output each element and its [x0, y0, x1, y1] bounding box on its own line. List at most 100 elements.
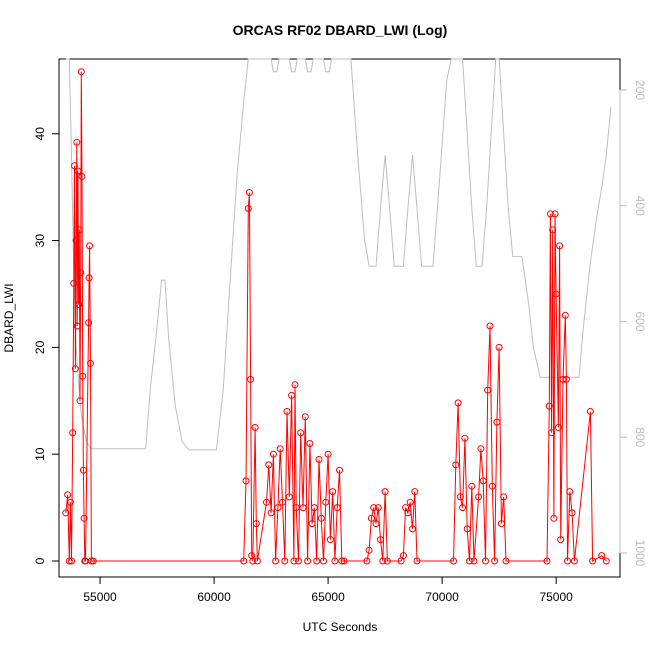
- y-tick-label: 10: [33, 447, 47, 461]
- data-point: [370, 504, 378, 512]
- data-point: [559, 375, 567, 383]
- data-point: [488, 482, 496, 490]
- data-point: [320, 557, 327, 565]
- data-point: [79, 372, 87, 380]
- data-point: [70, 279, 78, 287]
- secondary-series-layer: [65, 58, 612, 451]
- data-point: [76, 397, 84, 405]
- data-point: [279, 498, 286, 506]
- data-point: [66, 498, 74, 506]
- data-point: [299, 504, 307, 512]
- data-point: [322, 498, 330, 506]
- data-point: [87, 359, 94, 367]
- secondary-tick-label: 800: [633, 427, 647, 447]
- data-point: [89, 557, 97, 565]
- data-point: [297, 429, 305, 437]
- x-tick-label: 55000: [83, 590, 117, 604]
- data-point: [64, 491, 72, 499]
- data-point: [68, 557, 75, 565]
- secondary-tick-label: 200: [633, 80, 647, 100]
- data-point: [269, 450, 277, 458]
- primary-series-layer: [62, 68, 610, 565]
- data-point: [85, 274, 93, 282]
- data-point: [379, 557, 387, 565]
- data-point: [570, 557, 578, 565]
- data-point: [413, 557, 421, 565]
- data-point: [333, 504, 341, 512]
- y-axis-label: DBARD_LWI: [2, 283, 16, 352]
- data-point: [459, 504, 467, 512]
- data-point: [315, 456, 323, 463]
- data-point: [247, 375, 255, 383]
- data-point: [365, 546, 373, 554]
- data-point: [450, 557, 457, 565]
- data-point: [495, 343, 503, 351]
- data-point: [475, 493, 483, 501]
- data-point: [295, 557, 302, 565]
- data-point: [543, 557, 551, 565]
- chart-title: ORCAS RF02 DBARD_LWI (Log): [233, 22, 448, 38]
- data-point: [383, 557, 391, 565]
- plot-frame: [58, 58, 621, 578]
- data-point: [249, 557, 257, 565]
- data-point: [75, 226, 83, 234]
- data-point: [331, 557, 339, 565]
- data-point: [242, 477, 250, 485]
- secondary-series-line: [65, 58, 612, 451]
- data-point: [497, 520, 505, 528]
- data-point: [551, 210, 559, 218]
- data-point: [452, 461, 460, 469]
- data-point: [406, 498, 414, 506]
- data-point: [566, 488, 574, 496]
- data-point: [272, 557, 280, 565]
- data-point: [80, 514, 88, 522]
- data-point: [399, 552, 407, 560]
- data-point: [561, 311, 569, 319]
- data-point: [502, 557, 510, 565]
- data-point: [71, 365, 79, 373]
- data-point: [274, 504, 282, 512]
- data-point: [263, 498, 270, 506]
- data-point: [74, 167, 82, 175]
- data-point: [454, 399, 462, 407]
- data-point: [493, 418, 501, 426]
- data-point: [500, 493, 508, 501]
- data-point: [482, 557, 489, 565]
- data-point: [484, 386, 492, 394]
- data-point: [470, 557, 478, 565]
- data-point: [72, 237, 80, 245]
- data-point: [285, 493, 293, 501]
- x-tick-label: 60000: [197, 590, 231, 604]
- data-point: [291, 381, 299, 389]
- data-point: [479, 477, 487, 485]
- data-point: [86, 242, 94, 250]
- data-point: [283, 408, 291, 415]
- data-point: [313, 557, 321, 565]
- data-point: [73, 322, 81, 330]
- data-point: [281, 557, 289, 565]
- data-point: [336, 466, 343, 474]
- y-tick-label: 0: [33, 557, 47, 564]
- y-tick-label: 30: [33, 234, 47, 248]
- data-point: [292, 504, 300, 512]
- data-point: [85, 319, 93, 327]
- data-point: [276, 445, 284, 453]
- data-point: [602, 557, 610, 565]
- data-point: [468, 482, 476, 490]
- data-point: [340, 557, 348, 565]
- data-point: [245, 189, 253, 196]
- secondary-tick-label: 600: [633, 311, 647, 331]
- data-point: [244, 205, 252, 212]
- data-point: [77, 269, 85, 277]
- x-axis-label: UTC Seconds: [303, 620, 378, 634]
- data-point: [78, 173, 86, 180]
- data-point: [240, 557, 248, 565]
- data-point: [69, 429, 77, 437]
- data-point: [463, 525, 471, 533]
- secondary-tick-label: 400: [633, 196, 647, 216]
- data-point: [477, 445, 485, 453]
- x-tick-label: 75000: [539, 590, 573, 604]
- data-point: [363, 557, 371, 565]
- data-point: [589, 557, 597, 565]
- data-point: [290, 557, 298, 565]
